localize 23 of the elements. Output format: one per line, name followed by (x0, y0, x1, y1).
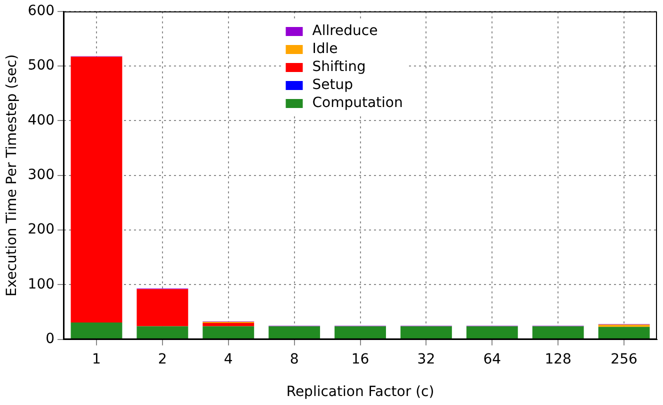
x-tick-label: 256 (610, 351, 638, 368)
x-tick-label: 4 (224, 351, 233, 368)
legend-label: Idle (312, 40, 338, 58)
x-tick-label: 2 (158, 351, 167, 368)
y-tick-label: 0 (46, 331, 55, 348)
x-tick-label: 128 (544, 351, 572, 368)
x-tick-label: 32 (417, 351, 436, 368)
x-tick-label: 16 (351, 351, 370, 368)
legend-label: Setup (312, 76, 353, 94)
y-tick-label: 300 (28, 167, 55, 184)
y-tick-label: 500 (28, 58, 55, 74)
x-tick-label: 64 (483, 351, 502, 368)
y-tick-label: 100 (28, 276, 55, 292)
x-tick-label: 8 (290, 351, 299, 368)
x-axis-title: Replication Factor (c) (286, 384, 434, 400)
y-axis-title: Execution Time Per Timestep (sec) (4, 54, 20, 296)
x-tick-label: 1 (92, 351, 101, 368)
legend-label: Shifting (312, 58, 366, 76)
y-tick-label: 200 (28, 222, 55, 238)
legend-label: Computation (312, 94, 403, 112)
y-tick-label: 600 (28, 3, 55, 20)
y-tick-label: 400 (28, 112, 55, 128)
legend-label: Allreduce (312, 22, 378, 40)
